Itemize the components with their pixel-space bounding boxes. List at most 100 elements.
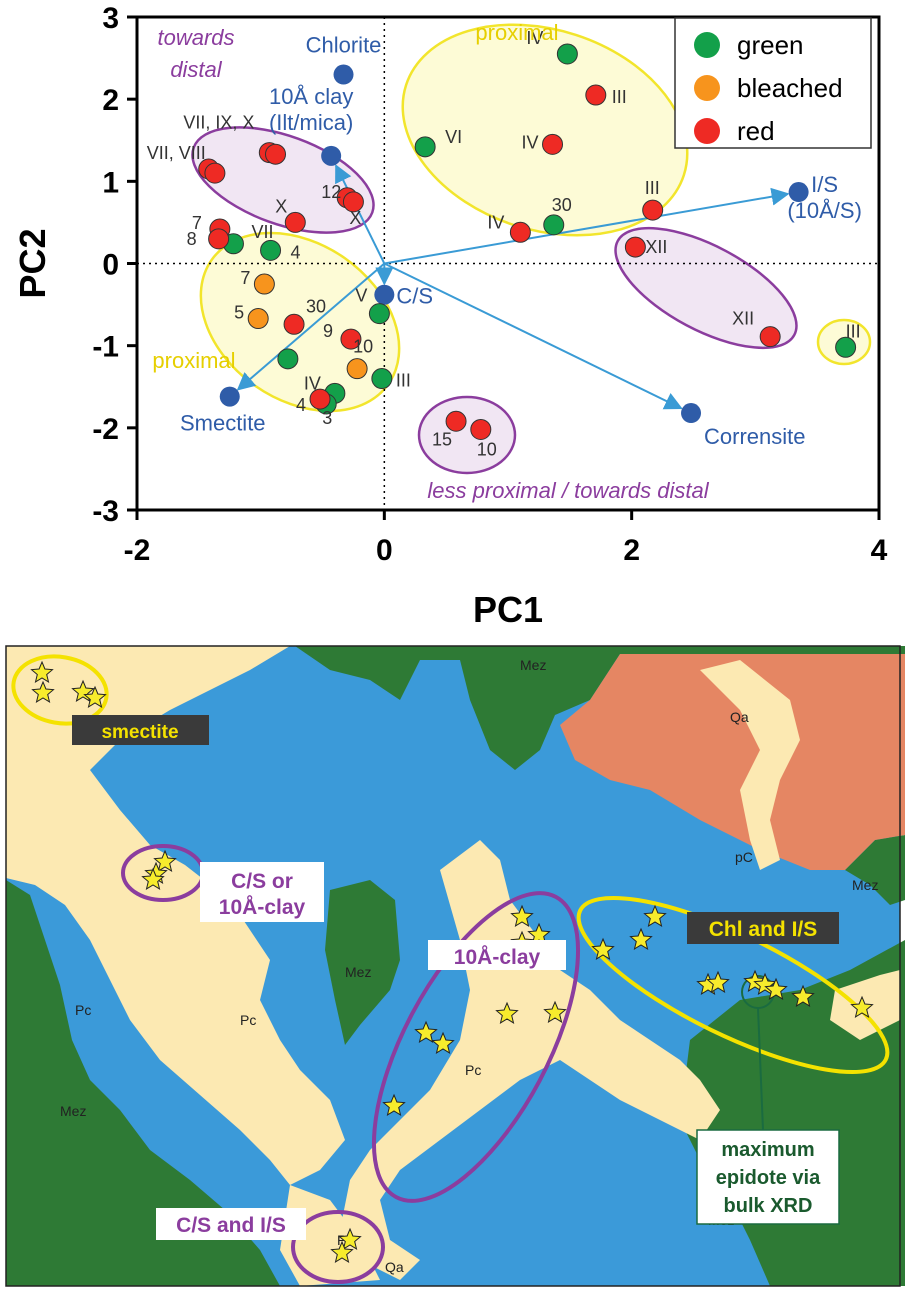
point-green [371, 368, 393, 390]
point-red [265, 143, 287, 165]
x-tick-label: -2 [124, 534, 151, 567]
point-label: IV [487, 212, 504, 232]
point-label: 10 [353, 337, 373, 357]
point-red [470, 418, 492, 440]
green-unit-mez-center [325, 880, 400, 1045]
point-label: 4 [296, 395, 306, 415]
sample-star [764, 977, 788, 1000]
point-red [204, 162, 226, 184]
sample-star [141, 867, 165, 890]
legend-marker-bleached [694, 75, 720, 101]
map-unit-label: Qa [730, 709, 749, 725]
point-label: IV [522, 132, 539, 152]
point-red [283, 313, 305, 335]
point-label: XII [732, 309, 754, 329]
sample-star [431, 1031, 455, 1054]
outline-cs-is [291, 1210, 385, 1284]
point-green [556, 43, 578, 65]
loading-point [681, 403, 702, 424]
salmon-unit-pc [560, 654, 905, 870]
ellipse-xii-group [614, 226, 798, 350]
sample-star [30, 660, 54, 683]
sample-star [83, 685, 107, 708]
point-label: VI [445, 127, 462, 147]
sample-star [31, 680, 55, 703]
point-red [509, 221, 531, 243]
point-red [445, 410, 467, 432]
map-unit-label: Pc [465, 1062, 481, 1078]
annotation-towards: towards [157, 25, 234, 50]
point-red [759, 326, 781, 348]
loading-arrows: Chlorite 10Å clay(Ilt/mica) I/S(10Å/S) C/S S… [180, 33, 862, 450]
legend-label-red: red [737, 116, 775, 146]
y-tick-label: 3 [102, 2, 119, 35]
loading-label: Corrensite [704, 424, 805, 449]
point-red [342, 191, 364, 213]
point-label: VII, VIII [147, 143, 206, 163]
point-label: 12 [321, 182, 341, 202]
legend-marker-green [694, 32, 720, 58]
sand-unit-left [6, 646, 345, 1185]
point-label: 7 [240, 268, 250, 288]
callout-cs-is: C/S and I/S [176, 1214, 286, 1237]
callout-cs-is-box [156, 1208, 306, 1240]
x-tick-label: 0 [376, 534, 393, 567]
callout-cs-or-10a-line1: C/S or [231, 870, 293, 893]
point-red [284, 211, 306, 233]
sample-star [414, 1020, 438, 1043]
outline-smectite [11, 654, 109, 726]
loading-point [219, 386, 240, 407]
loading-label-line1: 10Å clay [269, 84, 353, 109]
sample-star [791, 984, 815, 1007]
map-unit-label: Mez [520, 657, 546, 673]
point-red [542, 133, 564, 155]
sample-star [382, 1093, 406, 1116]
map-unit-label: Mez [852, 877, 878, 893]
annotations: towards distal proximal proximal less pr… [152, 20, 709, 503]
sample-star [527, 922, 551, 945]
point-green [260, 239, 282, 261]
y-tick-label: 0 [102, 249, 119, 282]
map-callouts: smectite C/S or 10Å-clay 10Å-clay Chl an… [72, 715, 840, 1240]
annotation-proximal-upper: proximal [475, 20, 558, 45]
y-tick-label: -1 [92, 331, 119, 364]
legend-marker-red [694, 118, 720, 144]
loading-point [321, 145, 342, 166]
point-green [277, 348, 299, 370]
x-tick-label: 4 [871, 534, 888, 567]
annotation-distal: distal [170, 57, 222, 82]
sample-star [643, 904, 667, 927]
sample-star [495, 1001, 519, 1024]
point-red [624, 236, 646, 258]
y-tick-label: 1 [102, 166, 119, 199]
map-unit-label: Mez [345, 964, 371, 980]
loading-label: Chlorite [306, 33, 382, 58]
point-red [309, 388, 331, 410]
legend-label-bleached: bleached [737, 73, 843, 103]
callout-10a-clay-box [428, 940, 566, 970]
loading-arrow [384, 187, 790, 265]
green-unit-left [6, 880, 280, 1286]
sample-stars [30, 660, 874, 1263]
sample-star [706, 970, 730, 993]
map-unit-label: Pc [75, 1002, 91, 1018]
loading-label: C/S [396, 284, 433, 309]
point-green [368, 303, 390, 325]
outline-10a-clay [371, 891, 581, 1203]
loading-arrow [236, 262, 385, 391]
point-label: 30 [306, 296, 326, 316]
point-label: 10 [477, 439, 497, 459]
point-label: 5 [234, 303, 244, 323]
map-border [5, 645, 901, 1287]
point-label: 9 [323, 321, 333, 341]
point-label: 8 [187, 229, 197, 249]
point-label: 4 [291, 242, 301, 262]
sample-star [330, 1240, 354, 1263]
legend: green bleached red [674, 17, 872, 149]
annotation-proximal-lower: proximal [152, 348, 235, 373]
callout-epidote-box [696, 1129, 840, 1225]
point-bleached [346, 358, 368, 380]
green-unit-right-edge [845, 835, 905, 905]
point-label: 30 [552, 195, 572, 215]
